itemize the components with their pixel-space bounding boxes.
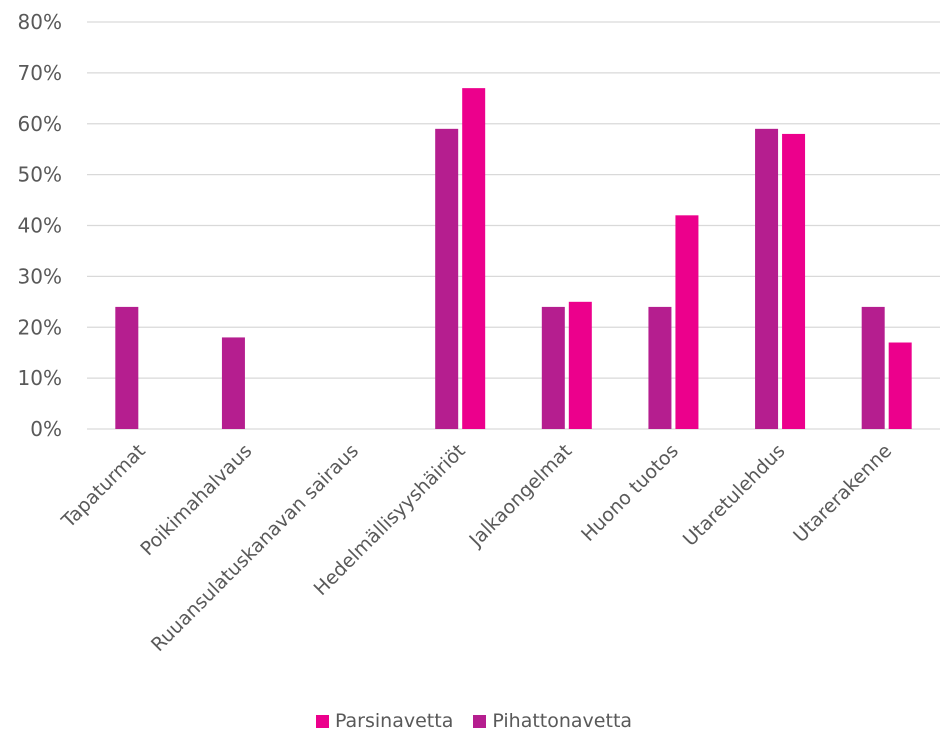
- x-tick-label: Poikimahalvaus: [136, 440, 256, 560]
- bar-pihattonavetta-0: [115, 306, 139, 429]
- bar-parsinavetta-5: [675, 215, 699, 429]
- legend-label-parsinavetta: Parsinavetta: [334, 710, 454, 732]
- y-tick-label: 20%: [18, 315, 62, 339]
- y-tick-label: 0%: [30, 417, 62, 441]
- x-tick-label: Tapaturmat: [57, 440, 150, 533]
- bar-parsinavetta-4: [568, 301, 592, 429]
- legend-swatch-pihattonavetta: [473, 714, 487, 728]
- legend-label-pihattonavetta: Pihattonavetta: [492, 710, 633, 732]
- x-tick-label: Utarerakenne: [789, 440, 896, 547]
- grid-lines: [87, 21, 940, 430]
- x-axis-tick-labels: TapaturmatPoikimahalvausRuuansulatuskana…: [57, 440, 896, 656]
- y-tick-label: 70%: [18, 61, 62, 85]
- legend-item-parsinavetta: Parsinavetta: [315, 710, 454, 732]
- bar-parsinavetta-6: [782, 133, 806, 430]
- bar-pihattonavetta-4: [541, 306, 565, 429]
- y-tick-label: 60%: [18, 112, 62, 136]
- y-tick-label: 80%: [18, 10, 62, 34]
- y-axis-tick-labels: 0% 10% 20% 30% 40% 50% 60% 70% 80%: [18, 10, 62, 441]
- y-tick-label: 40%: [18, 214, 62, 238]
- bar-pihattonavetta-3: [435, 128, 459, 429]
- legend-swatch-parsinavetta: [315, 714, 329, 728]
- legend-item-pihattonavetta: Pihattonavetta: [473, 710, 632, 732]
- bar-pihattonavetta-5: [648, 306, 672, 429]
- y-tick-label: 50%: [18, 163, 62, 187]
- bar-parsinavetta-7: [888, 342, 912, 429]
- bar-parsinavetta-3: [462, 88, 486, 429]
- bar-pihattonavetta-1: [221, 337, 245, 429]
- legend: Parsinavetta Pihattonavetta: [0, 710, 948, 732]
- x-tick-label: Utaretulehdus: [679, 440, 790, 551]
- y-tick-label: 10%: [18, 366, 62, 390]
- x-tick-label: Ruuansulatuskanavan sairaus: [147, 440, 363, 656]
- bar-chart: 0% 10% 20% 30% 40% 50% 60% 70% 80% TapaturmatPoi…: [18, 10, 940, 656]
- y-tick-label: 30%: [18, 264, 62, 288]
- bar-pihattonavetta-7: [861, 306, 885, 429]
- bar-pihattonavetta-6: [755, 128, 779, 429]
- x-tick-label: Huono tuotos: [577, 440, 683, 546]
- x-tick-label: Jalkaongelmat: [465, 440, 577, 552]
- bars: [115, 88, 912, 430]
